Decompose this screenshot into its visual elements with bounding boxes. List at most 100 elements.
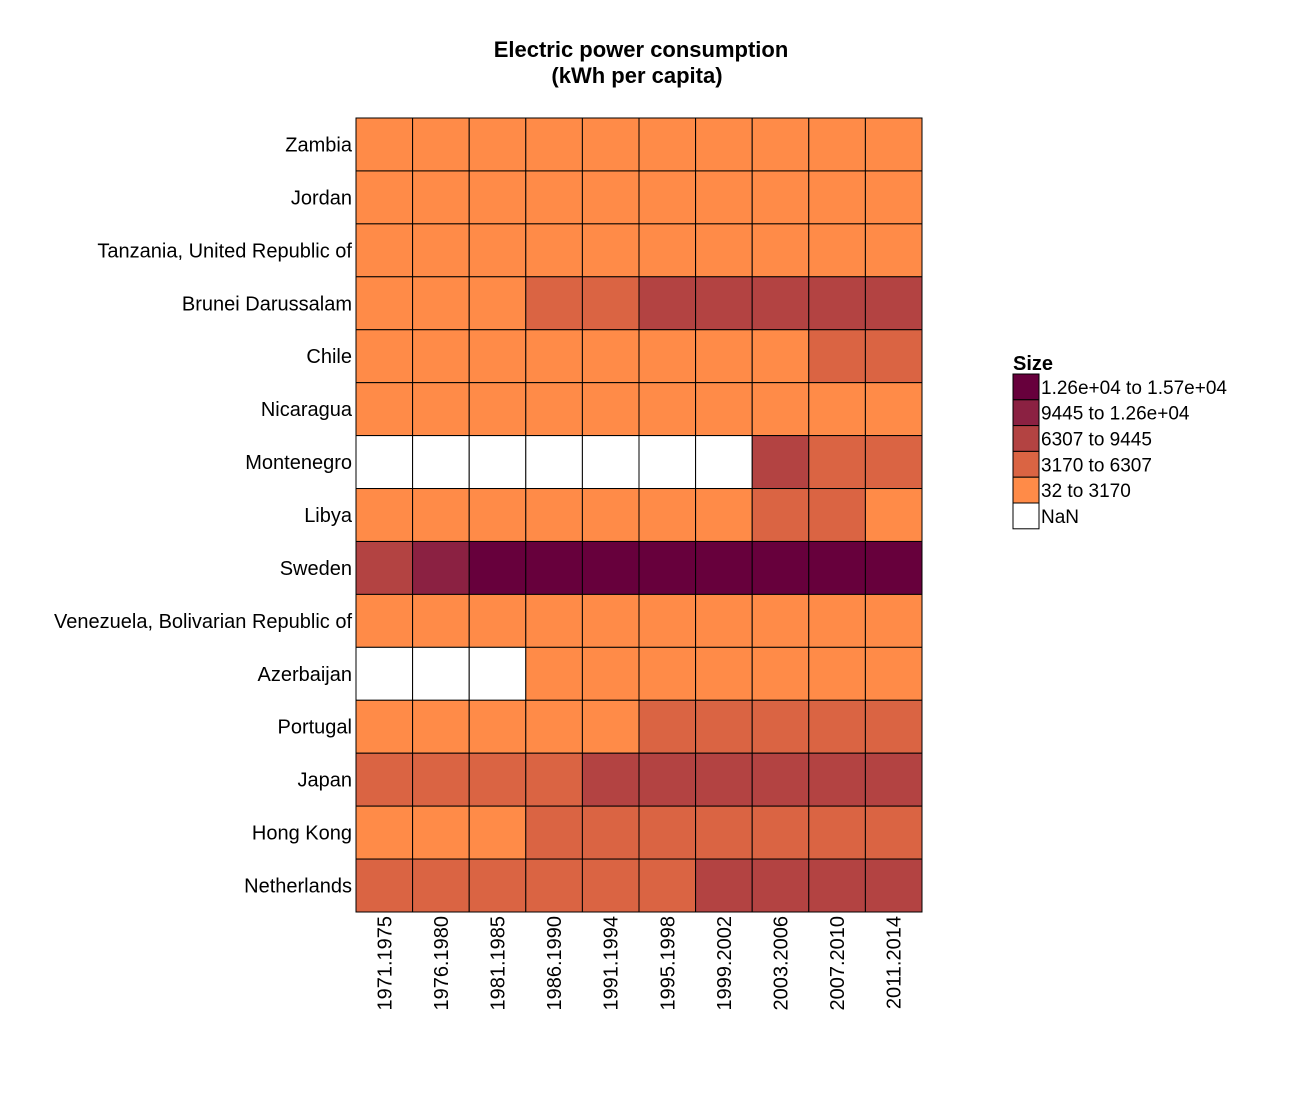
- x-tick-label: 1971.1975: [374, 916, 396, 1011]
- heatmap-cell: [695, 435, 753, 490]
- legend-items: 1.26e+04 to 1.57e+04 9445 to 1.26e+04 6307…: [1012, 373, 1227, 530]
- heatmap-cell: [412, 646, 470, 701]
- heatmap-cell: [355, 752, 414, 807]
- heatmap-cell: [468, 276, 527, 331]
- heatmap-cell: [638, 540, 697, 595]
- heatmap-cell: [864, 752, 923, 807]
- heatmap-cell: [581, 382, 640, 437]
- heatmap-cell: [355, 699, 414, 754]
- heatmap-cell: [355, 646, 414, 701]
- heatmap-cell: [412, 752, 470, 807]
- heatmap-cell: [525, 540, 583, 595]
- chart-title-line-2: (kWh per capita): [551, 63, 722, 88]
- heatmap-cell: [864, 858, 923, 913]
- x-tick-label: 1976.1980: [431, 916, 453, 1011]
- heatmap-cell: [808, 646, 866, 701]
- heatmap-cell: [695, 805, 753, 860]
- x-tick-label: 2003.2006: [771, 916, 793, 1011]
- heatmap-cell: [751, 170, 810, 225]
- heatmap-cell: [581, 858, 640, 913]
- heatmap-cell: [808, 223, 866, 278]
- heatmap-cell: [581, 117, 640, 172]
- heatmap-cell: [412, 382, 470, 437]
- heatmap-cell: [808, 858, 866, 913]
- heatmap-cell: [468, 117, 527, 172]
- heatmap-cell: [525, 646, 583, 701]
- heatmap-cell: [412, 699, 470, 754]
- heatmap-cell: [751, 805, 810, 860]
- heatmap-cell: [751, 593, 810, 648]
- legend-swatch: [1012, 502, 1040, 530]
- heatmap-cell: [581, 488, 640, 542]
- heatmap-cell: [864, 805, 923, 860]
- heatmap-cell: [355, 488, 414, 542]
- heatmap-cell: [638, 699, 697, 754]
- y-tick-label: Azerbaijan: [257, 664, 352, 686]
- heatmap-cell: [751, 276, 810, 331]
- heatmap-cell: [808, 170, 866, 225]
- heatmap-cell: [695, 223, 753, 278]
- y-axis-tick-labels: Zambia Jordan Tanzania, United Republic of…: [54, 134, 353, 897]
- legend-swatch: [1012, 399, 1040, 427]
- heatmap-cell: [581, 593, 640, 648]
- heatmap-cell: [808, 276, 866, 331]
- heatmap-cell: [695, 858, 753, 913]
- heatmap-cell: [864, 646, 923, 701]
- heatmap-cell: [695, 488, 753, 542]
- heatmap-cell: [581, 435, 640, 490]
- heatmap-cell: [412, 329, 470, 384]
- heatmap-cell: [525, 752, 583, 807]
- heatmap-cell: [468, 752, 527, 807]
- heatmap-cell: [355, 223, 414, 278]
- heatmap-cell: [695, 117, 753, 172]
- heatmap-cell: [638, 170, 697, 225]
- heatmap-cell: [808, 540, 866, 595]
- heatmap-cell: [808, 488, 866, 542]
- heatmap-cell: [355, 593, 414, 648]
- heatmap-cell: [525, 858, 583, 913]
- heatmap-cell: [468, 329, 527, 384]
- y-tick-label: Hong Kong: [252, 823, 352, 845]
- heatmap-cell: [412, 117, 470, 172]
- heatmap-cell: [525, 329, 583, 384]
- heatmap-cell: [638, 752, 697, 807]
- legend-title: Size: [1013, 353, 1053, 375]
- heatmap-cell: [581, 329, 640, 384]
- y-tick-label: Portugal: [278, 717, 353, 739]
- heatmap-cell: [581, 752, 640, 807]
- heatmap-cell: [412, 170, 470, 225]
- legend-label: 32 to 3170: [1041, 481, 1131, 502]
- y-tick-label: Brunei Darussalam: [182, 293, 352, 315]
- heatmap-cell: [525, 382, 583, 437]
- heatmap-cell: [751, 540, 810, 595]
- heatmap-cell: [864, 276, 923, 331]
- heatmap-cell: [638, 276, 697, 331]
- heatmap-cell: [808, 699, 866, 754]
- heatmap-cell: [581, 699, 640, 754]
- heatmap-cell: [638, 646, 697, 701]
- heatmap-cell: [468, 699, 527, 754]
- heatmap-cell: [808, 593, 866, 648]
- x-axis-tick-labels: 1971.1975 1976.1980 1981.1985 1986.1990 1991…: [374, 916, 905, 1011]
- y-tick-label: Venezuela, Bolivarian Republic of: [54, 611, 352, 633]
- heatmap-cell: [751, 329, 810, 384]
- x-tick-label: 1995.1998: [657, 916, 679, 1011]
- heatmap-cell: [468, 858, 527, 913]
- legend-label: NaN: [1041, 507, 1079, 528]
- heatmap-cell: [468, 223, 527, 278]
- heatmap-cell: [808, 382, 866, 437]
- heatmap-cell: [581, 276, 640, 331]
- heatmap-cell: [808, 805, 866, 860]
- heatmap-cell: [751, 858, 810, 913]
- legend-label: 9445 to 1.26e+04: [1041, 404, 1190, 425]
- heatmap-cell: [638, 435, 697, 490]
- heatmap-cell: [355, 170, 414, 225]
- heatmap-cell: [638, 593, 697, 648]
- heatmap-cell: [468, 382, 527, 437]
- y-tick-label: Jordan: [291, 187, 352, 209]
- y-tick-label: Libya: [304, 505, 353, 527]
- heatmap-cell: [355, 382, 414, 437]
- heatmap-cell: [695, 329, 753, 384]
- heatmap-cell: [864, 329, 923, 384]
